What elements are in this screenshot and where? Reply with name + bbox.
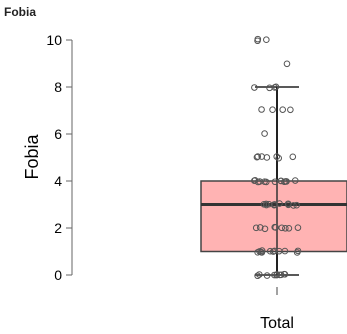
data-point	[271, 247, 278, 255]
data-point	[254, 249, 261, 256]
data-point	[276, 200, 283, 207]
data-point	[285, 201, 292, 209]
data-point	[283, 60, 291, 68]
data-point	[254, 153, 262, 160]
data-point	[256, 271, 263, 278]
data-point	[282, 224, 289, 232]
data-point	[256, 178, 264, 185]
data-point	[289, 153, 297, 161]
data-point	[261, 225, 269, 233]
data-point	[251, 84, 258, 91]
y-axis: 0 2 4 6 8 10	[46, 32, 73, 283]
data-point	[254, 272, 261, 280]
data-point	[263, 154, 271, 161]
y-tick-label-2: 2	[54, 220, 62, 236]
y-tick-label-4: 4	[54, 173, 62, 189]
data-point	[275, 247, 283, 255]
data-point	[273, 153, 281, 160]
data-point	[271, 178, 279, 186]
data-point	[273, 271, 281, 278]
iqr-box	[200, 180, 347, 253]
data-point	[252, 224, 260, 232]
data-point	[279, 106, 287, 113]
data-point	[291, 177, 299, 184]
x-category-label: Total	[260, 315, 294, 332]
data-point	[263, 272, 271, 279]
data-point	[294, 224, 302, 231]
y-tick-label-8: 8	[54, 79, 62, 95]
data-point	[256, 224, 264, 231]
data-point	[266, 247, 274, 255]
data-point	[261, 178, 268, 185]
data-point	[278, 224, 286, 232]
data-point	[271, 223, 279, 231]
data-point	[276, 271, 284, 279]
y-tick-label-10: 10	[46, 32, 62, 48]
data-point	[257, 248, 265, 256]
data-point	[260, 200, 268, 208]
plot-area	[200, 35, 347, 280]
data-point	[254, 35, 262, 43]
data-point	[275, 154, 283, 162]
data-point	[293, 201, 300, 209]
data-point	[281, 178, 288, 186]
data-point	[261, 130, 268, 137]
data-point	[269, 106, 276, 114]
y-tick-label-0: 0	[54, 267, 62, 283]
y-axis-label: Fobia	[22, 134, 42, 180]
data-point	[251, 177, 259, 184]
data-point	[265, 200, 273, 208]
data-point	[263, 36, 270, 44]
y-tick-label-6: 6	[54, 126, 62, 142]
data-point	[285, 225, 293, 232]
chart-title: Fobia	[4, 5, 36, 19]
data-point	[287, 106, 294, 114]
data-point	[253, 153, 261, 161]
data-point	[294, 247, 302, 255]
data-point	[258, 106, 265, 113]
data-point	[266, 84, 273, 92]
